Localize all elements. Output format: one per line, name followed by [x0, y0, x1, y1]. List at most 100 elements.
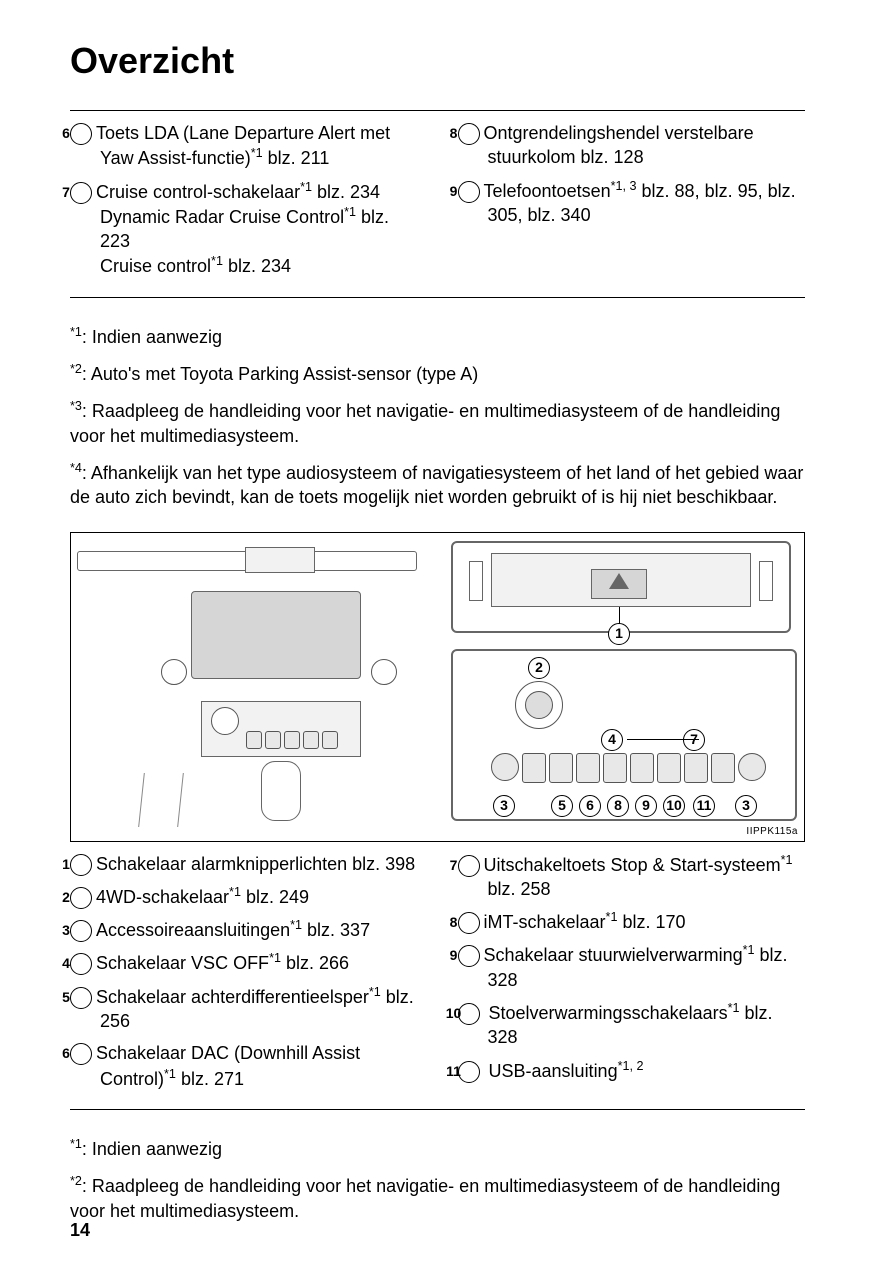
- acc-socket: [738, 753, 766, 781]
- page-ref: blz. 266: [281, 953, 349, 973]
- text: Cruise control-schakelaar: [96, 182, 300, 202]
- sup: *1: [251, 146, 263, 160]
- callout-11: 11: [458, 1061, 480, 1083]
- page-ref: blz. 249: [241, 887, 309, 907]
- callout-6: 6: [70, 123, 92, 145]
- switch: [549, 753, 573, 783]
- page-ref: blz. 234: [312, 182, 380, 202]
- rule-top-1: [70, 110, 805, 111]
- diagram-callout-1: 1: [608, 623, 630, 645]
- footnotes-1: *1: Indien aanwezig *2: Auto's met Toyot…: [70, 324, 805, 510]
- diagram-callout-5: 5: [551, 795, 573, 817]
- section-2: 1Schakelaar alarmknipperlichten blz. 398…: [70, 852, 805, 1099]
- page-title: Overzicht: [70, 40, 805, 82]
- callout-4: 4: [70, 953, 92, 975]
- sup: *2: [70, 1174, 82, 1188]
- callout-10: 10: [458, 1003, 480, 1025]
- callout-8: 8: [458, 123, 480, 145]
- text: Schakelaar VSC OFF: [96, 953, 269, 973]
- text: : Indien aanwezig: [82, 327, 222, 347]
- overhead-console: [245, 547, 315, 573]
- switch-row: [491, 753, 766, 783]
- climate-knob: [211, 707, 239, 735]
- callout-2: 2: [70, 887, 92, 909]
- callout-3: 3: [70, 920, 92, 942]
- page-ref: blz. 211: [263, 148, 330, 168]
- section-2-left: 1Schakelaar alarmknipperlichten blz. 398…: [70, 852, 418, 1099]
- diagram-code: IIPPK115a: [746, 826, 798, 837]
- footnote-4: *4: Afhankelijk van het type audiosystee…: [70, 460, 805, 510]
- item-b6: 6Schakelaar DAC (Downhill Assist Control…: [70, 1041, 418, 1091]
- sw: [303, 731, 319, 749]
- diagram-callout-3b: 3: [735, 795, 757, 817]
- text: iMT-schakelaar: [484, 912, 606, 932]
- callout-7: 7: [70, 182, 92, 204]
- sw: [265, 731, 281, 749]
- center-display: [191, 591, 361, 679]
- vent-left: [161, 659, 187, 685]
- sup: *3: [70, 399, 82, 413]
- sw: [322, 731, 338, 749]
- diagram-callout-9: 9: [635, 795, 657, 817]
- text: : Auto's met Toyota Parking Assist-senso…: [82, 364, 478, 384]
- item-9: 9Telefoontoetsen*1, 3 blz. 88, blz. 95, …: [458, 178, 806, 228]
- page: Overzicht 6Toets LDA (Lane Departure Ale…: [0, 0, 875, 1265]
- section-1-left: 6Toets LDA (Lane Departure Alert met Yaw…: [70, 121, 418, 287]
- sup: *2: [70, 362, 82, 376]
- side-vent-r: [759, 561, 773, 601]
- footnotes-2: *1: Indien aanwezig *2: Raadpleeg de han…: [70, 1136, 805, 1223]
- diagram-callout-4: 4: [601, 729, 623, 751]
- sup: *1: [70, 1137, 82, 1151]
- sup: *4: [70, 461, 82, 475]
- text: USB-aansluiting: [489, 1061, 618, 1081]
- footnote-2: *2: Auto's met Toyota Parking Assist-sen…: [70, 361, 805, 386]
- item-b3: 3Accessoireaansluitingen*1 blz. 337: [70, 917, 418, 942]
- text: Ontgrendelingshendel verstelbare stuurko…: [484, 123, 754, 167]
- sup: *1: [269, 951, 281, 965]
- diagram-callout-10: 10: [663, 795, 685, 817]
- text: Cruise control: [100, 256, 211, 276]
- text: 4WD-schakelaar: [96, 887, 229, 907]
- text: Schakelaar achterdifferentieelsper: [96, 987, 369, 1007]
- text: : Afhankelijk van het type audiosysteem …: [70, 463, 803, 507]
- switch: [684, 753, 708, 783]
- text: Uitschakeltoets Stop & Start-systeem: [484, 855, 781, 875]
- switch: [711, 753, 735, 783]
- sup: *1: [70, 325, 82, 339]
- item-6: 6Toets LDA (Lane Departure Alert met Yaw…: [70, 121, 418, 171]
- callout-8: 8: [458, 912, 480, 934]
- callout-6: 6: [70, 1043, 92, 1065]
- page-ref: blz. 337: [302, 920, 370, 940]
- item-b5: 5Schakelaar achterdifferentieelsper*1 bl…: [70, 984, 418, 1034]
- leader-line: [627, 739, 699, 740]
- side-vent-l: [469, 561, 483, 601]
- sup: *1: [229, 885, 241, 899]
- footnote-b1: *1: Indien aanwezig: [70, 1136, 805, 1161]
- sup: *1: [300, 180, 312, 194]
- text: : Raadpleeg de handleiding voor het navi…: [70, 1176, 780, 1220]
- diagram-callout-8: 8: [607, 795, 629, 817]
- diagram-callout-6: 6: [579, 795, 601, 817]
- rule-bottom-1: [70, 297, 805, 298]
- callout-7: 7: [458, 855, 480, 877]
- sup: *1: [290, 918, 302, 932]
- switch: [657, 753, 681, 783]
- item-8: 8Ontgrendelingshendel verstelbare stuurk…: [458, 121, 806, 170]
- lower-buttons: [246, 731, 338, 749]
- sw: [284, 731, 300, 749]
- switch: [576, 753, 600, 783]
- dashboard-diagram: 1 2 4 7 3 5 6 8 9 10: [70, 532, 805, 842]
- sup: *1, 2: [618, 1059, 644, 1073]
- switch: [603, 753, 627, 783]
- sup: *1, 3: [611, 179, 637, 193]
- page-ref: blz. 170: [617, 912, 685, 932]
- sup: *1: [728, 1001, 740, 1015]
- sup: *1: [743, 943, 755, 957]
- footnote-1: *1: Indien aanwezig: [70, 324, 805, 349]
- switch: [630, 753, 654, 783]
- sup: *1: [211, 254, 223, 268]
- sup: *1: [344, 205, 356, 219]
- diagram-callout-11: 11: [693, 795, 715, 817]
- page-number: 14: [70, 1220, 90, 1241]
- sup: *1: [606, 910, 618, 924]
